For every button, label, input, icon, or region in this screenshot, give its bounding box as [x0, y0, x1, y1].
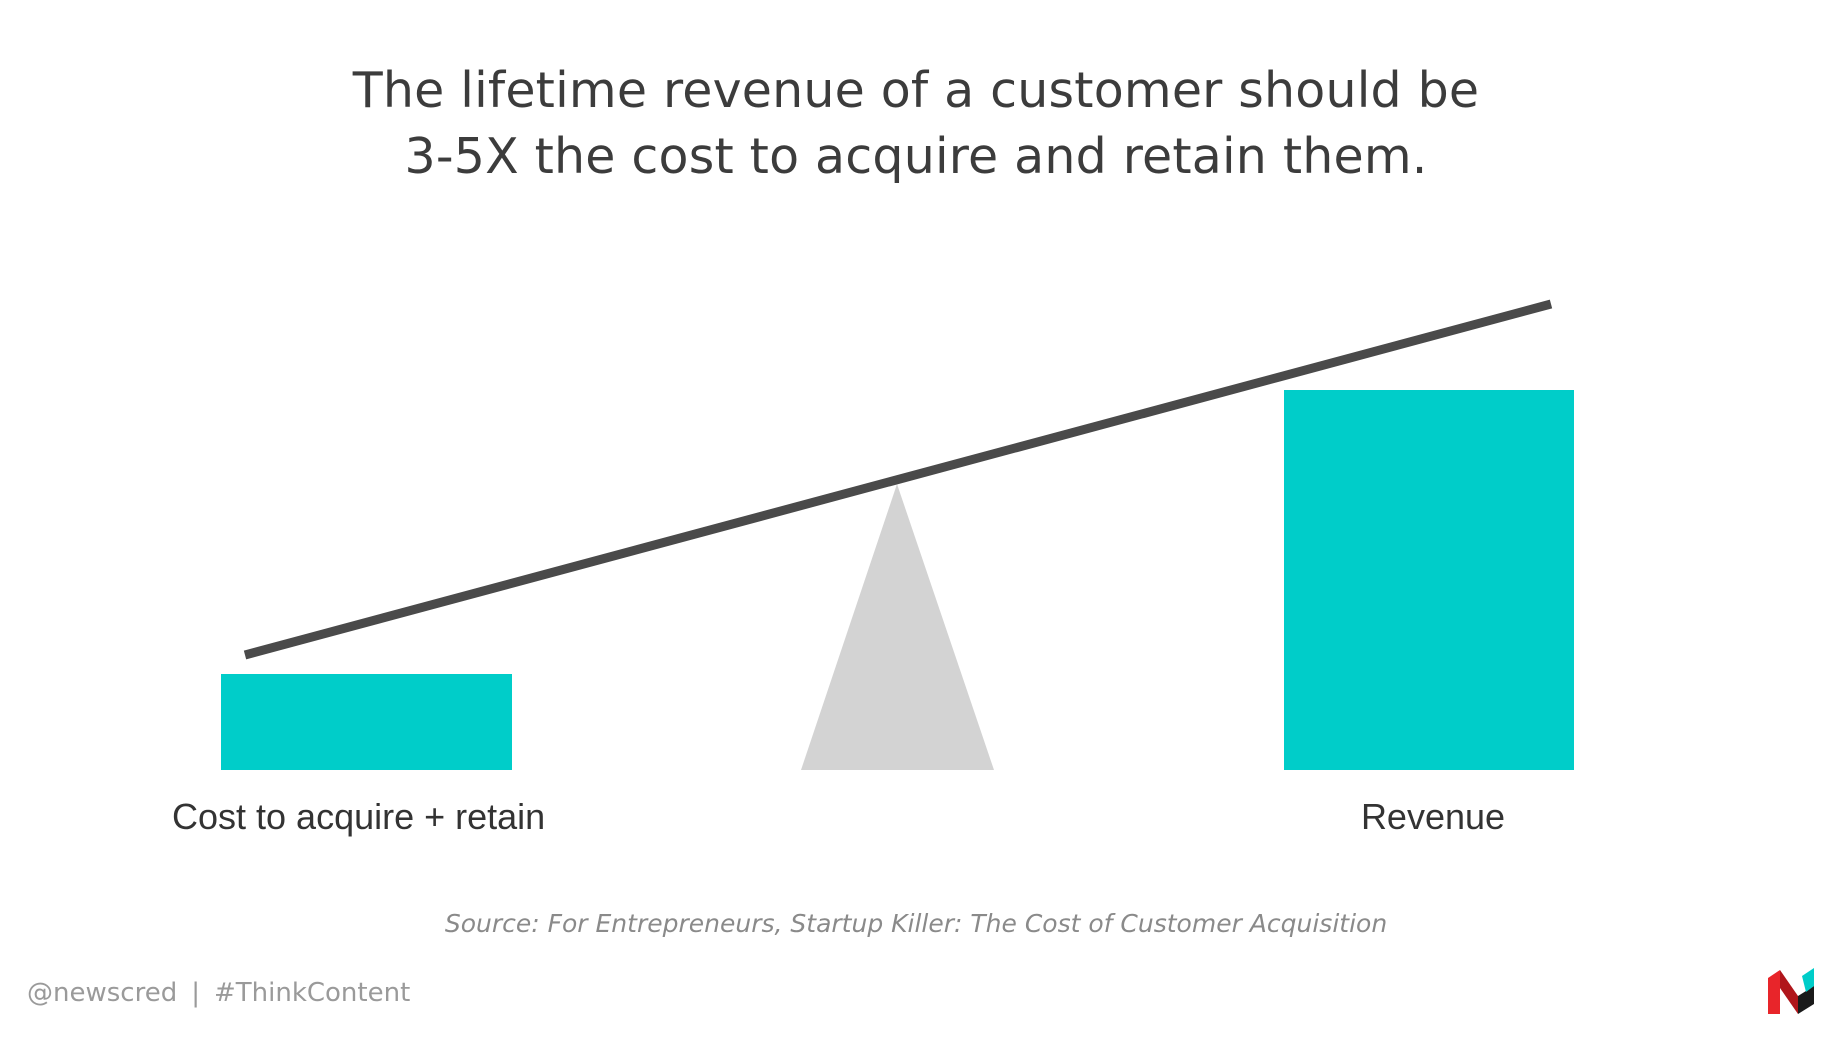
fulcrum-triangle [801, 484, 994, 770]
revenue-label: Revenue [1360, 796, 1506, 837]
newscred-logo-icon [1768, 968, 1814, 1014]
slide-title: The lifetime revenue of a customer shoul… [0, 58, 1832, 190]
footer: @newscred | #ThinkContent [27, 976, 410, 1010]
seesaw-beam [243, 299, 1553, 660]
footer-hashtag: #ThinkContent [213, 978, 411, 1008]
cost-label: Cost to acquire + retain [172, 796, 546, 837]
slide-title-line-2: 3-5X the cost to acquire and retain them… [404, 128, 1428, 185]
slide-title-line-1: The lifetime revenue of a customer shoul… [352, 62, 1480, 119]
footer-handle: @newscred [27, 978, 178, 1008]
source-citation: Source: For Entrepreneurs, Startup Kille… [444, 909, 1388, 938]
footer-separator: | [191, 978, 200, 1008]
revenue-box [1284, 390, 1574, 770]
cost-box [221, 674, 512, 770]
